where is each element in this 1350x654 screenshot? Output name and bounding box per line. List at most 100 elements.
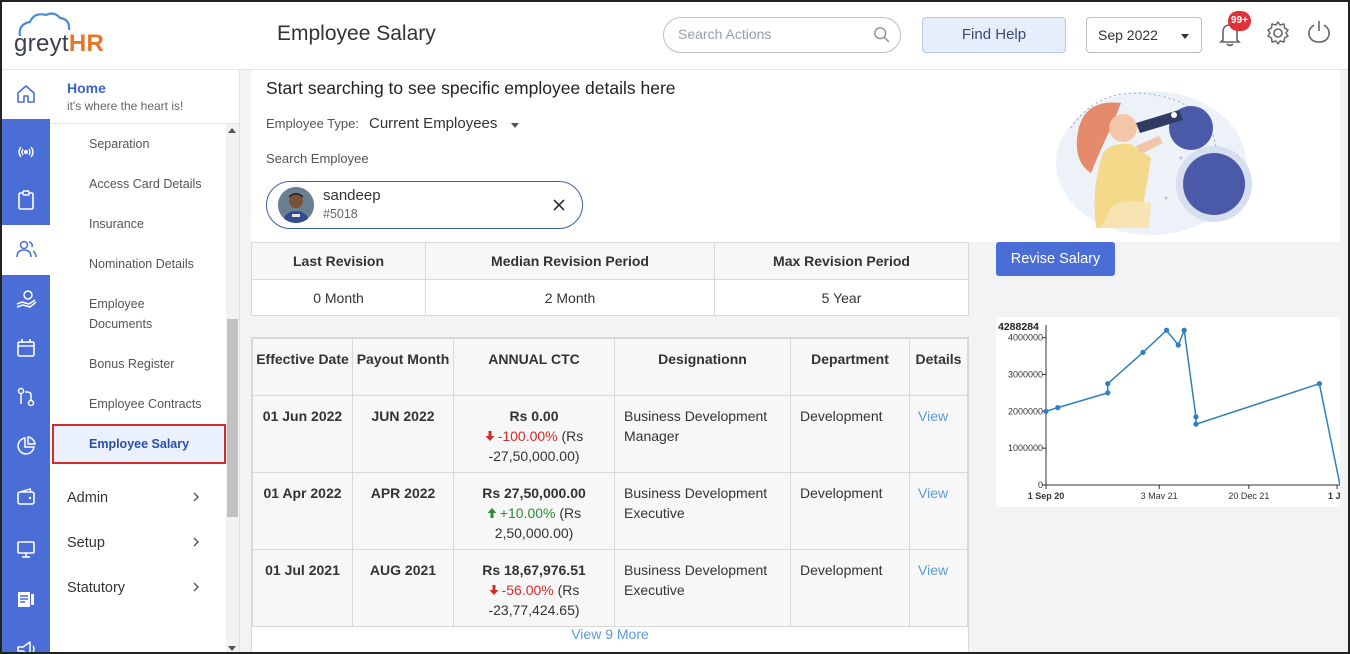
rail-workflow[interactable] <box>2 373 50 422</box>
notification-badge: 99+ <box>1228 11 1251 31</box>
menu-group-setup[interactable]: Setup <box>67 535 105 551</box>
search-icon[interactable] <box>873 26 891 44</box>
arrow-down-icon <box>485 431 495 441</box>
home-icon <box>17 85 35 103</box>
designation-cell: Business Development Manager <box>614 395 791 473</box>
menu-item-employee-salary[interactable]: Employee Salary <box>52 424 226 464</box>
rail-broadcast[interactable] <box>2 128 50 177</box>
home-subtitle: it's where the heart is! <box>67 99 184 113</box>
search-employee-label: Search Employee <box>266 151 369 166</box>
menu-item-access-card-details[interactable]: Access Card Details <box>89 177 202 191</box>
department-cell: Development <box>790 549 910 627</box>
sidebar-scrollbar[interactable] <box>226 124 239 652</box>
designation-cell: Business Development Executive <box>614 472 791 550</box>
wallet-icon <box>17 488 35 505</box>
salary-trend-chart: 0 1000000 2000000 3000000 4000000 4288284 1 Se… <box>996 317 1340 507</box>
annual-ctc-cell: Rs 0.00 -100.00% (Rs -27,50,000.00) <box>453 395 615 473</box>
ctc-change-percent: -100.00% <box>497 428 558 444</box>
calendar-icon <box>17 339 35 357</box>
chevron-right-icon <box>193 537 199 547</box>
effective-date-cell: 01 Apr 2022 <box>252 472 353 550</box>
rail-wallet[interactable] <box>2 473 50 522</box>
rail-employees[interactable] <box>2 225 50 275</box>
find-help-button[interactable]: Find Help <box>922 17 1066 53</box>
ctc-change: +10.00% (Rs <box>454 503 614 523</box>
chart-x-tick-label: 1 Sep 20 <box>1028 491 1065 501</box>
header-median-revision-period: Median Revision Period <box>425 242 715 280</box>
menu-group-admin[interactable]: Admin <box>67 490 109 506</box>
document-list-icon <box>18 592 34 607</box>
employee-type-select[interactable]: Current Employees <box>369 115 498 132</box>
megaphone-icon <box>17 641 35 652</box>
menu-item-insurance[interactable]: Insurance <box>89 217 144 231</box>
rail-clipboard[interactable] <box>2 176 50 225</box>
scroll-thumb[interactable] <box>227 319 238 517</box>
rail-announcements[interactable] <box>2 625 50 652</box>
last-revision-value: 0 Month <box>251 279 426 316</box>
home-title: Home <box>67 80 106 96</box>
arrow-down-icon <box>489 585 499 595</box>
employee-name: sandeep <box>323 187 381 204</box>
rail-reports[interactable] <box>2 422 50 471</box>
revision-header-row: Last Revision Median Revision Period Max… <box>251 242 969 280</box>
revision-value-row: 0 Month 2 Month 5 Year <box>251 279 969 316</box>
menu-item-bonus-register[interactable]: Bonus Register <box>89 357 175 371</box>
search-actions-box[interactable] <box>663 17 901 53</box>
power-icon[interactable] <box>1306 19 1332 45</box>
month-select[interactable]: Sep 2022 <box>1086 17 1202 53</box>
gear-icon[interactable] <box>1265 20 1291 46</box>
people-icon <box>16 240 37 258</box>
header-last-revision: Last Revision <box>251 242 426 280</box>
chart-data-point <box>1043 408 1049 414</box>
rail-home[interactable] <box>2 70 50 119</box>
employee-type-label: Employee Type: <box>266 116 359 131</box>
search-actions-input[interactable] <box>678 26 868 42</box>
view-details-link[interactable]: View <box>918 408 949 424</box>
home-link[interactable]: Home it's where the heart is! <box>50 70 240 124</box>
rail-display[interactable] <box>2 525 50 574</box>
menu-group-statutory[interactable]: Statutory <box>67 580 126 596</box>
chart-data-point <box>1193 421 1199 427</box>
chart-data-point <box>1105 390 1111 396</box>
menu-item-employee-contracts[interactable]: Employee Contracts <box>89 397 202 411</box>
chart-data-point <box>1316 381 1323 387</box>
chart-data-point <box>1140 349 1146 355</box>
rail-document[interactable] <box>2 575 50 624</box>
details-cell: View <box>909 395 968 473</box>
ctc-change-amount-open: (Rs <box>557 582 580 598</box>
header-department: Department <box>790 338 910 396</box>
selected-employee-chip[interactable]: sandeep #5018 <box>266 181 583 229</box>
ctc-change-amount-open: (Rs <box>559 505 582 521</box>
ctc-change-amount: -27,50,000.00) <box>488 448 580 464</box>
view-details-link[interactable]: View <box>918 562 949 578</box>
chart-max-label: 4288284 <box>998 321 1039 333</box>
chart-x-tick-label: 20 Dec 21 <box>1228 491 1269 501</box>
workflow-icon <box>17 387 35 407</box>
chart-series-line <box>1045 327 1340 486</box>
scroll-down-arrow-icon[interactable] <box>228 646 236 651</box>
ctc-change-percent: -56.00% <box>501 582 554 598</box>
menu-item-employee-documents[interactable]: Employee Documents <box>89 297 153 331</box>
menu-item-nomination-details[interactable]: Nomination Details <box>89 257 194 271</box>
chart-data-point <box>1105 381 1111 387</box>
close-icon[interactable] <box>552 198 566 212</box>
scroll-up-arrow-icon[interactable] <box>228 128 236 133</box>
details-cell: View <box>909 472 968 550</box>
ctc-change: -100.00% (Rs <box>454 426 614 446</box>
chart-y-tick-label: 1000000 <box>1008 443 1043 453</box>
menu-item-separation[interactable]: Separation <box>89 137 150 151</box>
view-more-link[interactable]: View 9 More <box>571 626 649 642</box>
chart-data-point <box>1163 327 1170 333</box>
rail-payroll[interactable] <box>2 275 50 324</box>
payout-month-cell: JUN 2022 <box>352 395 454 473</box>
telescope-illustration <box>1056 91 1252 235</box>
logo-text: greytHR <box>14 30 105 57</box>
view-details-link[interactable]: View <box>918 485 949 501</box>
header-annual-ctc: ANNUAL CTC <box>453 338 615 396</box>
chart-y-tick-label: 2000000 <box>1008 406 1043 416</box>
greythr-logo[interactable]: greytHR <box>12 10 126 60</box>
revise-salary-button[interactable]: Revise Salary <box>996 242 1115 276</box>
chevron-down-icon[interactable] <box>511 123 519 128</box>
rail-calendar[interactable] <box>2 324 50 373</box>
